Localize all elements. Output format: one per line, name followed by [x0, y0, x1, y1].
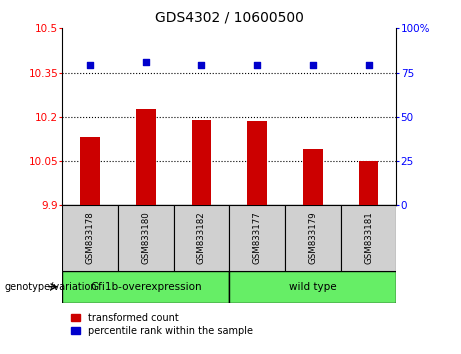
Title: GDS4302 / 10600500: GDS4302 / 10600500 [155, 10, 304, 24]
Point [86, 63, 94, 68]
Point [254, 63, 261, 68]
Bar [229, 271, 396, 303]
Bar [359, 161, 378, 205]
Point [365, 63, 372, 68]
Text: GSM833180: GSM833180 [141, 212, 150, 264]
Text: genotype/variation: genotype/variation [5, 282, 97, 292]
Bar [174, 205, 229, 271]
Bar [229, 205, 285, 271]
Bar [118, 205, 174, 271]
Bar [192, 120, 211, 205]
Bar [62, 271, 229, 303]
Bar [136, 109, 155, 205]
Bar [80, 137, 100, 205]
Bar [248, 121, 267, 205]
Bar [341, 205, 396, 271]
Text: GSM833181: GSM833181 [364, 212, 373, 264]
Text: GSM833177: GSM833177 [253, 212, 262, 264]
Text: Gfi1b-overexpression: Gfi1b-overexpression [90, 282, 201, 292]
Legend: transformed count, percentile rank within the sample: transformed count, percentile rank withi… [67, 309, 256, 340]
Point [309, 63, 317, 68]
Text: GSM833179: GSM833179 [308, 212, 318, 264]
Bar [62, 205, 118, 271]
Point [198, 63, 205, 68]
Text: GSM833178: GSM833178 [86, 212, 95, 264]
Text: GSM833182: GSM833182 [197, 212, 206, 264]
Bar [303, 149, 323, 205]
Bar [285, 205, 341, 271]
Text: wild type: wild type [289, 282, 337, 292]
Point [142, 59, 149, 65]
